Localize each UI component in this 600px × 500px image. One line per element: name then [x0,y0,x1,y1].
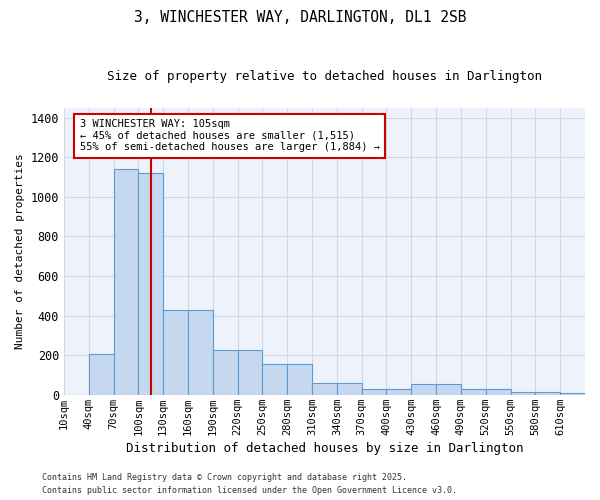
Bar [486,389,511,395]
Bar [213,350,238,395]
Bar [461,389,486,395]
Bar [89,354,113,395]
Bar [511,392,535,395]
Text: 3, WINCHESTER WAY, DARLINGTON, DL1 2SB: 3, WINCHESTER WAY, DARLINGTON, DL1 2SB [134,10,466,25]
Bar [386,389,412,395]
Bar [436,384,461,395]
Bar [188,310,213,395]
Text: 3 WINCHESTER WAY: 105sqm
← 45% of detached houses are smaller (1,515)
55% of sem: 3 WINCHESTER WAY: 105sqm ← 45% of detach… [80,120,380,152]
Bar [535,392,560,395]
Bar [113,169,139,395]
Bar [287,364,312,395]
Bar [560,393,585,395]
Bar [312,383,337,395]
Bar [262,364,287,395]
Bar [238,350,262,395]
Bar [139,173,163,395]
Bar [362,389,386,395]
X-axis label: Distribution of detached houses by size in Darlington: Distribution of detached houses by size … [126,442,523,455]
Title: Size of property relative to detached houses in Darlington: Size of property relative to detached ho… [107,70,542,83]
Text: Contains HM Land Registry data © Crown copyright and database right 2025.
Contai: Contains HM Land Registry data © Crown c… [42,473,457,495]
Bar [337,383,362,395]
Bar [163,310,188,395]
Bar [412,384,436,395]
Y-axis label: Number of detached properties: Number of detached properties [15,154,25,349]
